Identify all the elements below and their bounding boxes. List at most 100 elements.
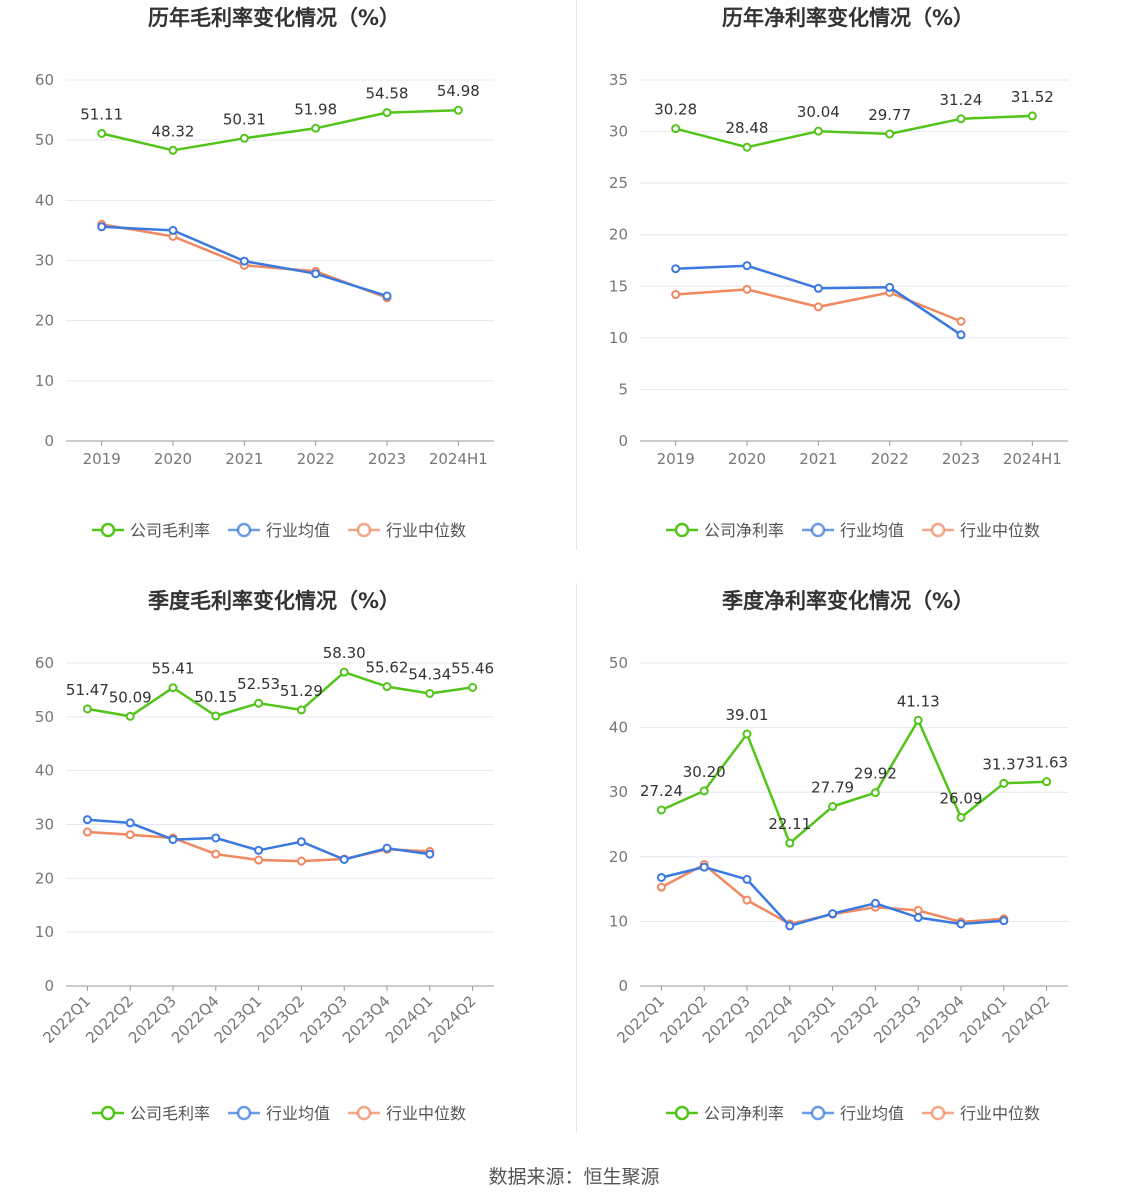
data-point-industry-median (656, 882, 666, 892)
y-tick-label: 30 (35, 816, 54, 834)
quarterly-net-margin-chart: 季度净利率变化情况（%） 0 10 20 30 40 50 2022Q1 2022Q2 2022Q… (574, 583, 1148, 1166)
quarterly-gross-margin-chart: 季度毛利率变化情况（%） 0 10 20 30 40 50 60 2022Q1 2022Q2 202… (0, 583, 574, 1166)
series-line-company (675, 114, 1033, 149)
data-point-industry-avg (742, 261, 752, 271)
data-point-industry-avg (785, 921, 795, 931)
data-point-company (671, 124, 681, 134)
data-point-industry-median (956, 316, 966, 326)
legend-label-company: 公司净利率 (704, 1104, 784, 1123)
data-label: 51.29 (280, 682, 323, 700)
y-tick-label: 40 (35, 762, 54, 780)
legend-marker-company (100, 522, 116, 538)
data-point-company (785, 838, 795, 848)
y-tick-label: 20 (35, 869, 54, 887)
x-tick-label: 2020 (154, 450, 192, 468)
data-label: 51.11 (80, 105, 123, 123)
series-line-company (101, 108, 459, 152)
legend-label-industry-median: 行业中位数 (386, 1104, 466, 1123)
data-label: 30.04 (797, 103, 840, 121)
data-point-company (453, 105, 463, 115)
data-label: 29.77 (868, 106, 911, 124)
data-point-industry-avg (239, 256, 249, 266)
legend-label-company: 公司毛利率 (130, 521, 210, 540)
data-point-company (813, 126, 823, 136)
data-point-industry-median (82, 827, 92, 837)
data-label: 58.30 (323, 644, 366, 662)
y-tick-label: 15 (609, 277, 628, 295)
x-tick-label: 2022 (871, 450, 909, 468)
data-point-industry-avg (870, 898, 880, 908)
legend-label-industry-median: 行业中位数 (960, 1104, 1040, 1123)
data-label: 51.47 (66, 681, 109, 699)
y-tick-label: 0 (44, 977, 54, 995)
data-point-company (885, 129, 895, 139)
y-tick-label: 50 (35, 708, 54, 726)
data-point-company (742, 729, 752, 739)
legend-label-industry-avg: 行业均值 (266, 521, 330, 540)
data-point-industry-avg (956, 919, 966, 929)
data-point-company (956, 812, 966, 822)
data-point-industry-avg (311, 269, 321, 279)
data-label: 55.62 (366, 659, 409, 677)
data-label: 52.53 (237, 675, 280, 693)
data-point-industry-median (211, 849, 221, 859)
chart-title: 季度净利率变化情况（%） (722, 589, 974, 613)
data-label: 30.20 (683, 763, 726, 781)
series-line-company (660, 719, 1047, 845)
data-point-industry-avg (956, 330, 966, 340)
y-tick-label: 10 (609, 329, 628, 347)
data-label: 29.92 (854, 765, 897, 783)
legend-label-company: 公司毛利率 (130, 1104, 210, 1123)
x-tick-label: 2023 (368, 450, 406, 468)
y-tick-label: 60 (35, 71, 54, 89)
data-label: 54.34 (408, 665, 451, 683)
y-tick-label: 50 (35, 131, 54, 149)
data-point-company (296, 705, 306, 715)
legend-marker-industry-avg (236, 522, 252, 538)
legend-label-industry-avg: 行业均值 (266, 1104, 330, 1123)
data-point-company (211, 711, 221, 721)
y-tick-label: 40 (35, 191, 54, 209)
x-tick-label: 2024Q2 (425, 992, 480, 1047)
data-point-industry-median (742, 284, 752, 294)
data-point-company (168, 683, 178, 693)
data-point-industry-avg (742, 874, 752, 884)
data-point-industry-avg (828, 909, 838, 919)
data-point-industry-avg (382, 291, 392, 301)
data-point-industry-avg (999, 916, 1009, 926)
data-point-industry-median (671, 290, 681, 300)
data-label: 51.98 (294, 100, 337, 118)
data-point-company (425, 688, 435, 698)
data-label: 55.46 (451, 659, 494, 677)
data-point-industry-avg (339, 854, 349, 864)
legend-label-industry-avg: 行业均值 (840, 1104, 904, 1123)
y-tick-label: 30 (609, 123, 628, 141)
data-label: 28.48 (726, 119, 769, 137)
data-point-company (239, 133, 249, 143)
data-point-industry-median (125, 830, 135, 840)
x-tick-label: 2023 (942, 450, 980, 468)
legend-marker-industry-median (356, 522, 372, 538)
data-point-industry-avg (211, 833, 221, 843)
panel-divider-bottom (576, 583, 577, 1133)
data-source-note: 数据来源：恒生聚源 (488, 1166, 660, 1188)
legend-marker-industry-median (930, 1105, 946, 1121)
data-label: 31.52 (1011, 88, 1054, 106)
y-tick-label: 35 (609, 71, 628, 89)
y-tick-label: 5 (618, 380, 628, 398)
series-line-industry-avg (675, 264, 962, 336)
data-point-company (382, 682, 392, 692)
data-point-company (656, 805, 666, 815)
data-point-company (339, 667, 349, 677)
data-label: 30.28 (654, 101, 697, 119)
data-point-company (828, 801, 838, 811)
quarterly-net-margin-svg: 季度净利率变化情况（%）010203040502022Q12022Q22022Q… (609, 589, 1068, 1123)
data-point-industry-avg (656, 872, 666, 882)
data-point-company (1042, 777, 1052, 787)
x-tick-label: 2019 (83, 450, 121, 468)
annual-gross-margin-chart: 历年毛利率变化情况（%） 0 10 20 30 40 50 60 2019 2020 2021 202… (0, 0, 574, 583)
data-point-industry-avg (425, 849, 435, 859)
legend-marker-industry-avg (810, 1105, 826, 1121)
data-label: 50.15 (194, 688, 237, 706)
data-label: 31.37 (982, 755, 1025, 773)
